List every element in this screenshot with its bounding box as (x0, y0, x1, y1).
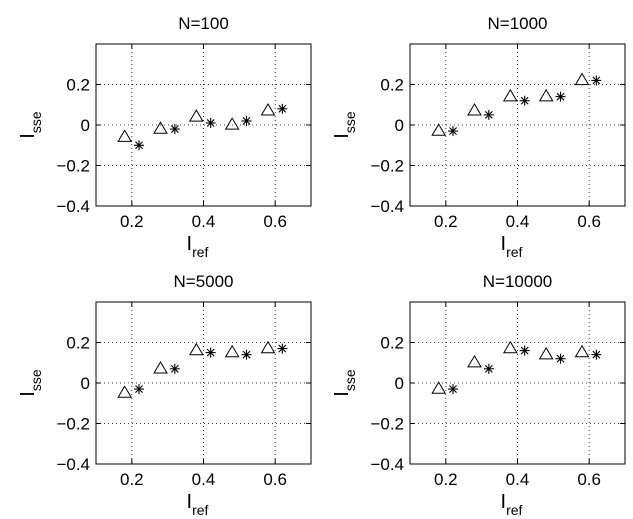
x-tick-label: 0.4 (506, 212, 530, 231)
y-tick-label: −0.4 (56, 197, 90, 216)
triangle-marker (260, 103, 276, 116)
panel-2: 0.2 0.4 0.6 −0.4 −0.2 0 0.2 N=1000 Iref Isse (331, 14, 626, 260)
series-star (134, 103, 288, 151)
panel-title: N=1000 (487, 14, 547, 33)
x-tick-label: 0.6 (577, 470, 601, 489)
triangle-marker (260, 340, 276, 354)
x-axis-label: Iref (187, 233, 209, 260)
star-marker (483, 363, 494, 374)
y-tick-label: −0.2 (56, 157, 90, 176)
x-tick-label: 0.6 (263, 212, 287, 231)
star-marker (591, 349, 602, 360)
star-marker (241, 115, 252, 126)
series-star (448, 75, 602, 137)
star-marker (169, 363, 180, 374)
panel-title: N=10000 (483, 272, 552, 291)
x-tick-label: 0.2 (434, 470, 458, 489)
triangle-marker (431, 381, 447, 394)
star-marker (448, 126, 458, 137)
triangle-marker (188, 342, 204, 356)
star-marker (241, 349, 252, 360)
star-marker (555, 353, 566, 364)
star-marker (134, 384, 144, 395)
y-tick-label: 0 (395, 374, 404, 393)
star-marker (205, 117, 216, 128)
star-marker (277, 343, 288, 354)
triangle-marker (467, 354, 482, 368)
x-axis-label: Iref (501, 233, 523, 260)
y-tick-label: 0.2 (66, 334, 90, 353)
triangle-marker (467, 103, 482, 116)
triangle-marker (574, 344, 590, 358)
star-marker (591, 75, 602, 86)
series-triangle (431, 340, 590, 394)
triangle-marker (538, 88, 554, 102)
y-tick-label: 0 (81, 374, 90, 393)
triangle-marker (117, 129, 133, 142)
y-tick-label: −0.2 (370, 415, 404, 434)
y-tick-label: −0.4 (370, 197, 404, 216)
panel-4: 0.2 0.4 0.6 −0.4 −0.2 0 0.2 N=10000 Iref Isse (331, 272, 626, 518)
panel-title: N=5000 (173, 272, 233, 291)
y-tick-label: −0.4 (370, 455, 404, 474)
series-triangle (431, 72, 590, 136)
star-marker (448, 384, 458, 395)
y-tick-label: 0 (395, 116, 404, 135)
triangle-marker (188, 109, 204, 122)
x-tick-label: 0.2 (120, 212, 144, 231)
star-marker (277, 103, 288, 114)
series-star (448, 345, 602, 395)
x-tick-label: 0.6 (577, 212, 601, 231)
triangle-marker (153, 361, 168, 374)
panel-title: N=100 (178, 14, 229, 33)
panel-3: 0.2 0.4 0.6 −0.4 −0.2 0 0.2 N=5000 Iref Isse (17, 272, 312, 518)
star-marker (205, 347, 216, 358)
triangle-marker (224, 117, 240, 130)
y-tick-label: −0.2 (370, 157, 404, 176)
x-axis-label: Iref (501, 491, 523, 518)
x-tick-label: 0.4 (506, 470, 530, 489)
x-tick-label: 0.6 (263, 470, 287, 489)
x-tick-label: 0.2 (120, 470, 144, 489)
series-triangle (117, 103, 276, 142)
x-axis-label: Iref (187, 491, 209, 518)
series-star (134, 343, 288, 395)
y-tick-label: −0.2 (56, 415, 90, 434)
series-triangle (117, 340, 276, 398)
triangle-marker (502, 340, 518, 354)
y-axis-label: Isse (331, 111, 358, 139)
triangle-marker (538, 346, 554, 360)
star-marker (555, 91, 566, 102)
star-marker (483, 109, 494, 120)
x-tick-label: 0.4 (192, 470, 216, 489)
y-axis-label: Isse (17, 111, 44, 139)
x-tick-label: 0.4 (192, 212, 216, 231)
y-axis-label: Isse (331, 369, 358, 397)
y-tick-label: 0.2 (66, 76, 90, 95)
triangle-marker (117, 385, 133, 398)
triangle-marker (502, 88, 518, 102)
star-marker (519, 345, 530, 356)
y-tick-label: 0.2 (380, 334, 404, 353)
y-tick-label: 0 (81, 116, 90, 135)
y-tick-label: 0.2 (380, 76, 404, 95)
star-marker (519, 95, 530, 106)
triangle-marker (224, 344, 240, 358)
triangle-marker (574, 72, 590, 86)
x-tick-label: 0.2 (434, 212, 458, 231)
triangle-marker (153, 121, 168, 134)
y-tick-label: −0.4 (56, 455, 90, 474)
star-marker (134, 140, 144, 151)
star-marker (169, 124, 180, 135)
panel-1: 0.2 0.4 0.6 −0.4 −0.2 0 0.2 N=100 Iref Isse (17, 14, 312, 260)
triangle-marker (431, 123, 447, 136)
y-axis-label: Isse (17, 369, 44, 397)
